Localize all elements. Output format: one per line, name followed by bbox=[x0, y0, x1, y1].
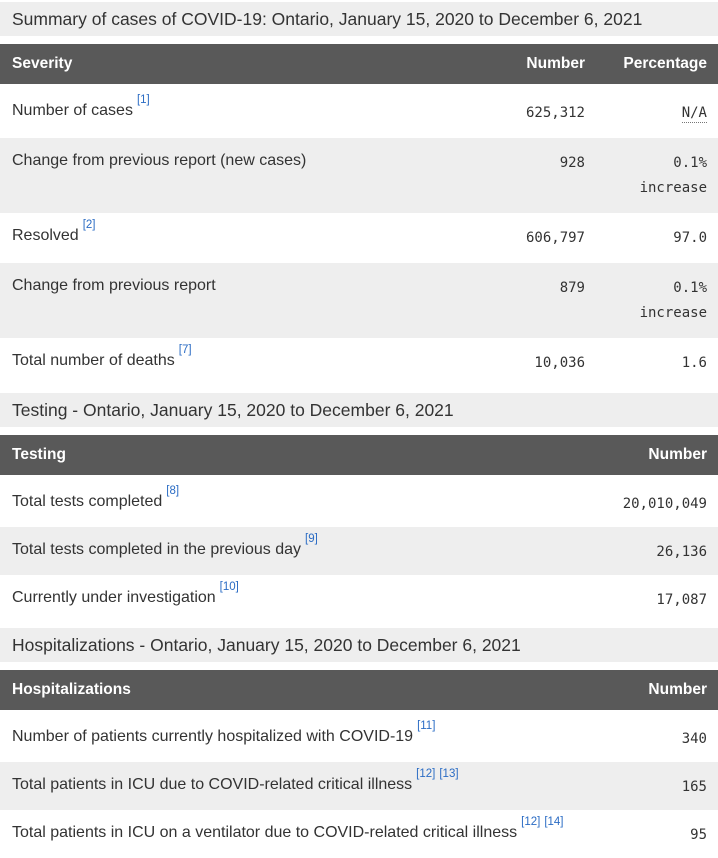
footnote-ref: [9] bbox=[305, 533, 318, 545]
table-row: Number of cases [1] 625,312 N/A bbox=[0, 86, 718, 138]
footnote-ref-link[interactable]: [13] bbox=[439, 767, 459, 780]
row-label-cell: Number of patients currently hospitalize… bbox=[0, 712, 578, 762]
footnote-ref-link[interactable]: [9] bbox=[305, 532, 318, 545]
hospitalizations-column-header: Hospitalizations bbox=[0, 670, 578, 714]
hospitalizations-caption: Hospitalizations - Ontario, January 15, … bbox=[0, 628, 718, 662]
footnote-ref: [10] bbox=[220, 581, 239, 593]
table-row: Total tests completed[8] 20,010,049 bbox=[0, 477, 718, 527]
row-label-cell: Total tests completed[8] bbox=[0, 477, 578, 527]
hospitalizations-table-body: Number of patients currently hospitalize… bbox=[0, 712, 718, 858]
footnote-ref: [14] bbox=[544, 816, 563, 828]
row-number: 17,087 bbox=[656, 592, 707, 608]
severity-column-header: Severity bbox=[0, 44, 465, 88]
testing-caption: Testing - Ontario, January 15, 2020 to D… bbox=[0, 393, 718, 427]
footnote-ref: [1] bbox=[137, 94, 150, 106]
row-label-cell: Resolved [2] bbox=[0, 213, 465, 263]
row-label: Change from previous report (new cases) bbox=[12, 152, 307, 169]
footnote-ref: [12] bbox=[416, 768, 435, 780]
footnote-ref-link[interactable]: [2] bbox=[82, 218, 96, 231]
number-column-header: Number bbox=[578, 435, 718, 479]
row-label-cell: Total patients in ICU on a ventilator du… bbox=[0, 810, 578, 858]
row-label-cell: Total number of deaths [7] bbox=[0, 338, 465, 388]
row-number: 606,797 bbox=[525, 230, 585, 246]
table-row: Total patients in ICU due to COVID-relat… bbox=[0, 762, 718, 810]
row-percentage: 0.1% increase bbox=[639, 155, 707, 196]
footnote-ref-link[interactable]: [1] bbox=[136, 93, 150, 106]
footnote-ref-link[interactable]: [8] bbox=[166, 484, 180, 497]
number-column-header: Number bbox=[465, 44, 585, 88]
testing-column-header: Testing bbox=[0, 435, 578, 479]
row-label: Total tests completed bbox=[12, 493, 163, 510]
testing-table-body: Total tests completed[8] 20,010,049 Total … bbox=[0, 477, 718, 623]
row-label: Total patients in ICU on a ventilator du… bbox=[12, 824, 518, 841]
footnote-ref-link[interactable]: [10] bbox=[219, 580, 239, 593]
table-row: Change from previous report 879 0.1% incre… bbox=[0, 263, 718, 338]
footnote-ref-link[interactable]: [7] bbox=[178, 343, 192, 356]
row-number: 340 bbox=[681, 731, 707, 747]
row-label-cell: Change from previous report (new cases) bbox=[0, 138, 465, 213]
row-number: 26,136 bbox=[656, 544, 707, 560]
row-label: Total number of deaths bbox=[12, 352, 175, 369]
footnote-ref-link[interactable]: [12] bbox=[416, 767, 436, 780]
row-number: 95 bbox=[690, 827, 707, 843]
row-label-cell: Total patients in ICU due to COVID-relat… bbox=[0, 762, 578, 810]
percentage-column-header: Percentage bbox=[585, 44, 718, 88]
testing-table: Testing Number Total tests completed[8] 2… bbox=[0, 435, 718, 623]
row-label: Currently under investigation bbox=[12, 589, 216, 606]
row-label: Total tests completed in the previous da… bbox=[12, 541, 302, 558]
number-column-header: Number bbox=[578, 670, 718, 714]
hospitalizations-table-header-row: Hospitalizations Number bbox=[0, 670, 718, 714]
row-label-cell: Change from previous report bbox=[0, 263, 465, 338]
row-label: Resolved bbox=[12, 227, 79, 244]
summary-caption: Summary of cases of COVID-19: Ontario, J… bbox=[0, 2, 718, 36]
row-number: 928 bbox=[559, 155, 585, 171]
table-row: Total number of deaths [7] 10,036 1.6 bbox=[0, 338, 718, 388]
row-percentage: 97.0 bbox=[673, 230, 707, 246]
row-number: 625,312 bbox=[525, 105, 585, 121]
row-number: 10,036 bbox=[534, 355, 585, 371]
row-label-cell: Total tests completed in the previous da… bbox=[0, 527, 578, 575]
row-percentage: N/A bbox=[585, 86, 718, 138]
severity-table-body: Number of cases [1] 625,312 N/A Change from … bbox=[0, 86, 718, 388]
testing-table-header-row: Testing Number bbox=[0, 435, 718, 479]
footnote-ref-link[interactable]: [14] bbox=[544, 815, 564, 828]
table-row: Resolved [2] 606,797 97.0 bbox=[0, 213, 718, 263]
row-label: Number of patients currently hospitalize… bbox=[12, 728, 414, 745]
table-row: Number of patients currently hospitalize… bbox=[0, 712, 718, 762]
table-row: Change from previous report (new cases) 9… bbox=[0, 138, 718, 213]
footnote-ref: [12] bbox=[521, 816, 540, 828]
row-number: 879 bbox=[559, 280, 585, 296]
footnote-ref: [2] bbox=[83, 219, 96, 231]
footnote-ref: [7] bbox=[179, 344, 192, 356]
row-label-cell: Currently under investigation [10] bbox=[0, 575, 578, 623]
row-label: Number of cases bbox=[12, 102, 133, 119]
severity-table-header-row: Severity Number Percentage bbox=[0, 44, 718, 88]
hospitalizations-table: Hospitalizations Number Number of patien… bbox=[0, 670, 718, 858]
row-percentage: 1.6 bbox=[681, 355, 707, 371]
row-label: Change from previous report bbox=[12, 277, 216, 294]
footnote-ref: [8] bbox=[166, 485, 179, 497]
row-number: 165 bbox=[681, 779, 707, 795]
row-number: 20,010,049 bbox=[622, 496, 707, 512]
footnote-ref-link[interactable]: [12] bbox=[521, 815, 541, 828]
table-row: Currently under investigation [10] 17,087 bbox=[0, 575, 718, 623]
footnote-ref: [13] bbox=[439, 768, 458, 780]
na-abbreviation: N/A bbox=[681, 105, 707, 123]
row-label: Total patients in ICU due to COVID-relat… bbox=[12, 776, 413, 793]
row-percentage: 0.1% increase bbox=[639, 280, 707, 321]
footnote-ref-link[interactable]: [11] bbox=[417, 719, 436, 732]
severity-table: Severity Number Percentage Number of cas… bbox=[0, 44, 718, 388]
footnote-ref: [11] bbox=[417, 720, 435, 732]
table-row: Total tests completed in the previous da… bbox=[0, 527, 718, 575]
table-row: Total patients in ICU on a ventilator du… bbox=[0, 810, 718, 858]
row-label-cell: Number of cases [1] bbox=[0, 86, 465, 138]
